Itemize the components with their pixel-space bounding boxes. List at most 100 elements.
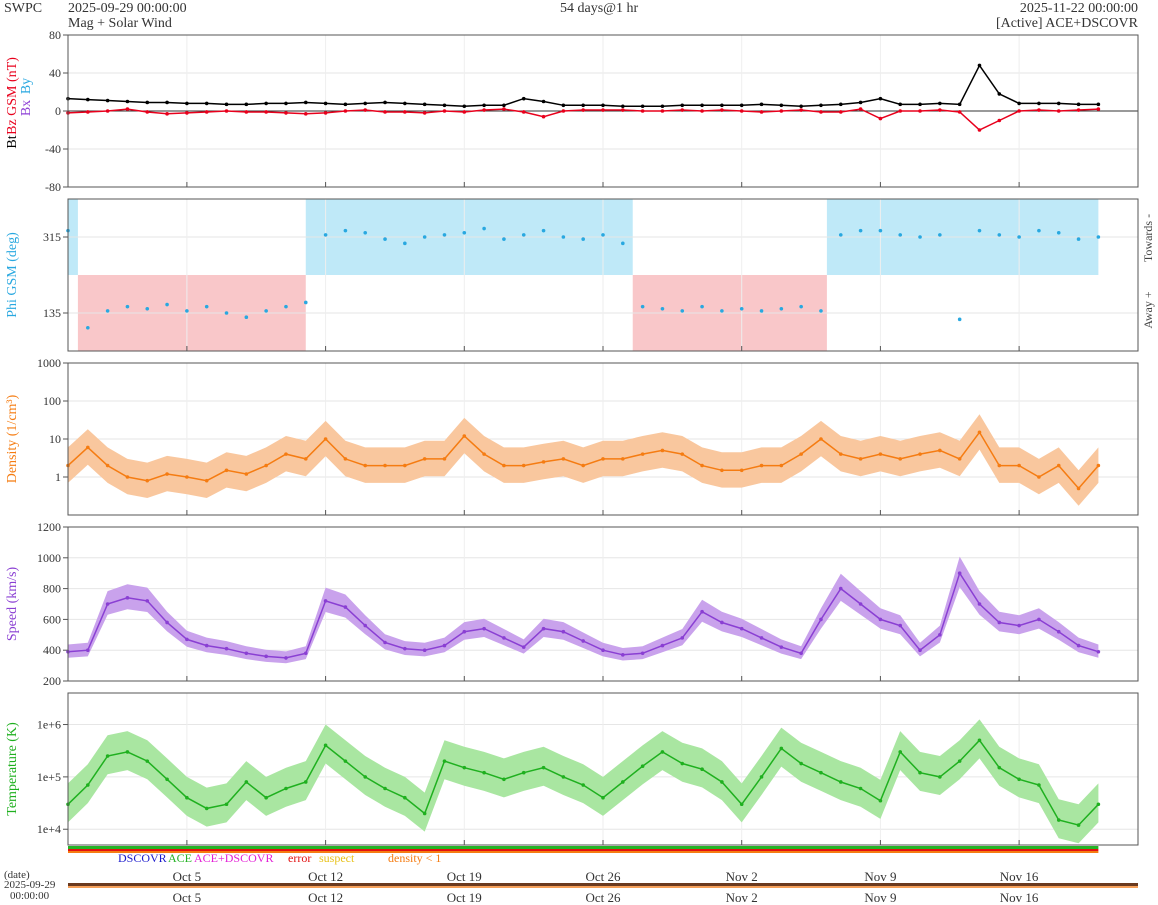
density-ytick-label: 1: [55, 470, 61, 484]
bt-point: [284, 101, 288, 106]
phi-point: [185, 309, 189, 313]
phi-point: [858, 228, 863, 233]
timeline-bar-highlight: [68, 886, 1138, 888]
bz-point: [403, 110, 407, 114]
speed-point: [759, 636, 764, 640]
temperature-point: [105, 754, 110, 758]
bz-line: [67, 108, 1099, 131]
speed-point: [997, 620, 1002, 625]
temperature-axis-label: Temperature (K): [5, 722, 20, 816]
phi-point: [303, 300, 308, 305]
bz-point: [303, 112, 308, 116]
bz-point: [145, 110, 150, 114]
density-point: [383, 463, 387, 468]
speed-point: [204, 643, 209, 648]
temperature-point: [1037, 783, 1041, 787]
density-point: [561, 457, 566, 461]
bz-point: [502, 107, 506, 111]
speed-point: [621, 653, 625, 657]
density-point: [739, 468, 744, 473]
phi-point: [264, 309, 268, 313]
speed-point: [502, 636, 506, 640]
density-point: [838, 452, 843, 456]
temperature-point: [482, 770, 486, 775]
phi-point: [621, 241, 625, 246]
phi-point: [561, 235, 566, 239]
speed-point: [898, 623, 903, 628]
by-axis-label: By: [19, 78, 34, 94]
speed-point: [720, 620, 724, 625]
phi-point: [462, 230, 467, 235]
density-point: [799, 452, 803, 456]
speed-point: [918, 648, 922, 652]
legend-item-3: error: [288, 851, 311, 865]
phi-point: [660, 306, 665, 311]
density-point: [343, 457, 348, 461]
speed-ytick-label: 1000: [37, 551, 61, 565]
density-point: [363, 463, 368, 468]
bz-point: [442, 109, 447, 113]
timeline-start-date: 2025-09-29: [4, 879, 56, 891]
speed-point: [660, 643, 665, 648]
temperature-point: [799, 761, 803, 766]
speed-point: [819, 617, 823, 622]
bt-point: [105, 98, 110, 103]
temperature-point: [1076, 823, 1081, 827]
density-point: [502, 463, 506, 468]
temperature-point: [284, 786, 288, 791]
density-point: [86, 445, 90, 450]
temperature-point: [977, 738, 982, 743]
temperature-point: [601, 795, 605, 800]
phi-point: [363, 230, 368, 235]
phi-point: [898, 233, 903, 237]
density-ytick-label: 10: [49, 432, 61, 446]
speed-ytick-label: 400: [43, 643, 61, 657]
phi-point: [105, 309, 110, 313]
bz-point: [1017, 109, 1021, 113]
phi-point: [541, 228, 546, 233]
phi-point: [502, 237, 506, 241]
bz-point: [700, 109, 704, 113]
bt-point: [660, 104, 665, 109]
speed-point: [1017, 623, 1021, 628]
phi-point: [403, 241, 407, 246]
bt-point: [878, 96, 883, 101]
phi-point: [244, 315, 249, 320]
mag-ytick-label: -80: [45, 180, 61, 194]
bz-point: [680, 108, 685, 112]
bz-point: [541, 114, 546, 119]
speed-point: [640, 651, 645, 656]
bz-point: [363, 108, 368, 112]
speed-point: [244, 651, 249, 656]
speed-point: [86, 648, 90, 652]
bt-point: [363, 101, 368, 106]
phi-point: [720, 309, 724, 313]
temperature-point: [165, 777, 169, 782]
density-band: [68, 414, 1099, 506]
speed-point: [700, 609, 704, 614]
temperature-point: [125, 750, 130, 754]
bz-point: [561, 109, 566, 113]
timeline-tick-label: Oct 5: [173, 890, 202, 905]
temperature-point: [581, 783, 585, 787]
phi-point: [957, 317, 962, 322]
temperature-point: [621, 780, 625, 784]
source-strip-ace: [68, 846, 1099, 849]
bt-point: [700, 103, 704, 108]
density-ytick-label: 1000: [37, 356, 61, 370]
bz-point: [660, 109, 665, 113]
density-point: [145, 478, 150, 483]
bt-point: [640, 104, 645, 109]
speed-point: [185, 637, 189, 642]
temperature-point: [521, 770, 526, 775]
temperature-point: [759, 775, 764, 779]
speed-point: [264, 654, 268, 659]
phi-point: [442, 233, 447, 237]
bz-point: [165, 112, 169, 116]
bt-point: [422, 102, 427, 107]
bt-point: [125, 99, 130, 104]
bz-point: [1056, 109, 1061, 113]
density-point: [957, 457, 962, 461]
bt-line: [67, 63, 1099, 108]
bt-point: [621, 104, 625, 109]
